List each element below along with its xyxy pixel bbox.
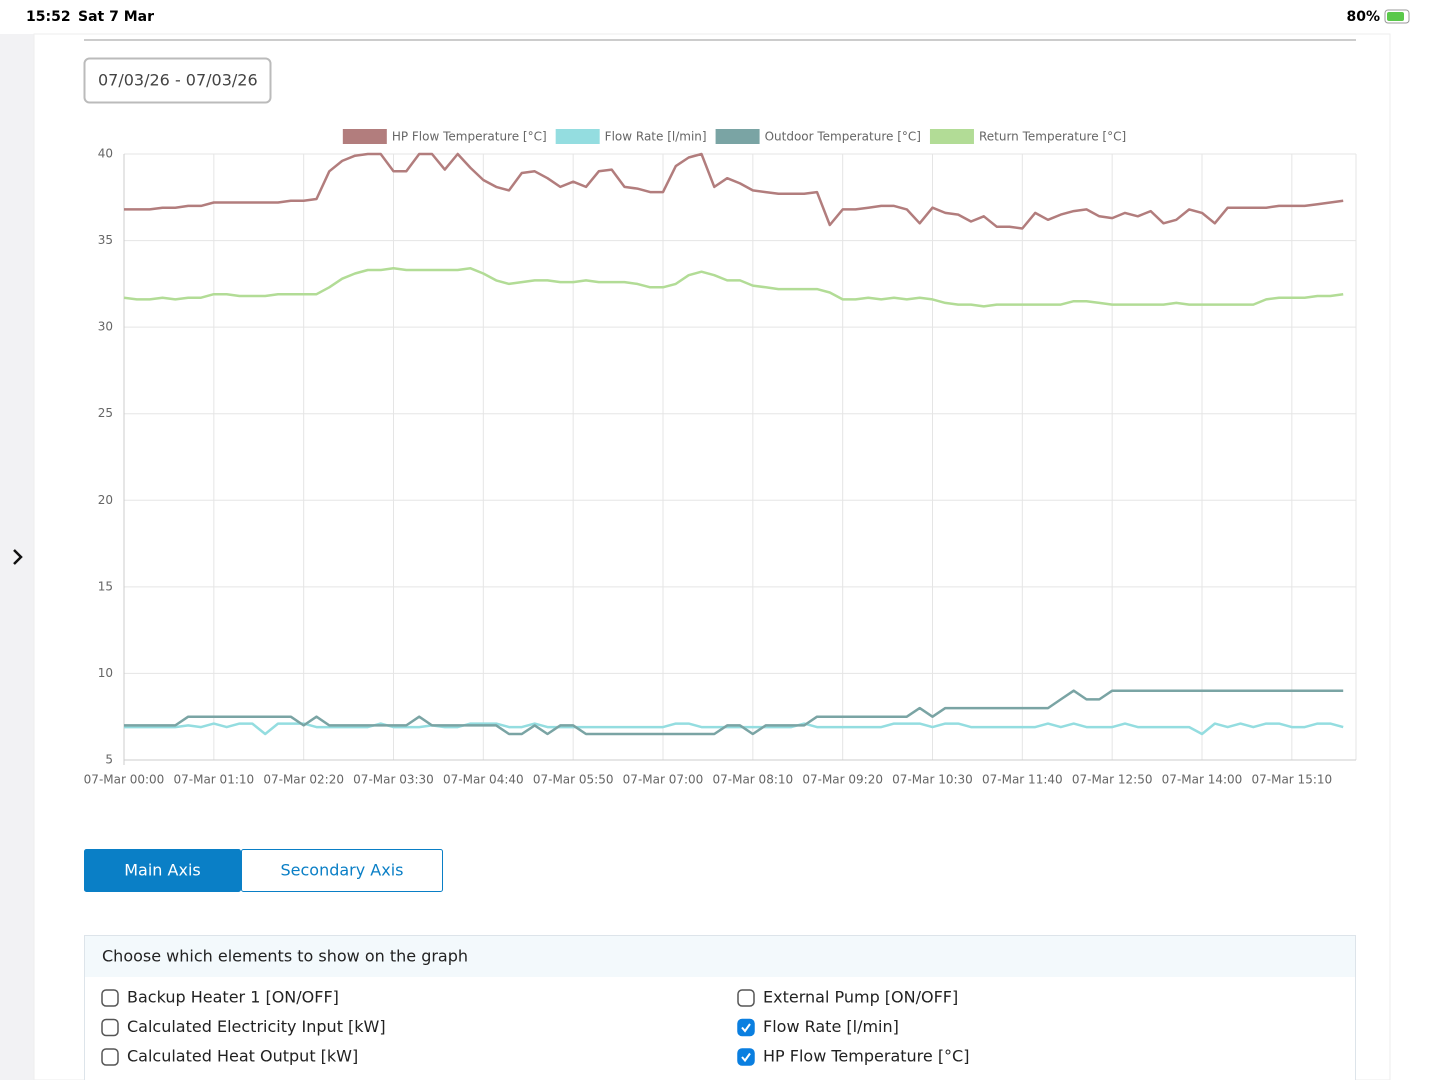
date-range-text: 07/03/26 - 07/03/26 xyxy=(98,71,258,90)
axis-tabs: Main Axis Secondary Axis xyxy=(84,849,443,892)
panel-header xyxy=(85,936,1355,977)
checkbox-label: Flow Rate [l/min] xyxy=(763,1017,899,1036)
x-tick-label: 07-Mar 01:10 xyxy=(174,773,255,787)
checkbox[interactable] xyxy=(101,1018,119,1037)
x-tick-label: 07-Mar 10:30 xyxy=(892,773,973,787)
series-line xyxy=(124,689,1344,736)
x-tick-label: 07-Mar 02:20 xyxy=(263,773,344,787)
x-tick-label: 07-Mar 05:50 xyxy=(533,773,614,787)
status-date: Sat 7 Mar xyxy=(78,9,154,25)
x-tick-label: 07-Mar 11:40 xyxy=(982,773,1063,787)
x-tick-label: 07-Mar 07:00 xyxy=(623,773,704,787)
battery-icon xyxy=(1384,9,1410,24)
y-tick-label: 10 xyxy=(98,666,113,680)
tab-label: Main Axis xyxy=(124,861,200,880)
x-tick-label: 07-Mar 12:50 xyxy=(1072,773,1153,787)
battery-level xyxy=(1387,12,1404,21)
status-time: 15:52 xyxy=(26,9,71,25)
legend-swatch[interactable] xyxy=(342,129,387,144)
legend-label[interactable]: Outdoor Temperature [°C] xyxy=(765,130,921,144)
x-tick-label: 07-Mar 08:10 xyxy=(713,773,794,787)
checkbox[interactable] xyxy=(737,989,755,1007)
series-line xyxy=(124,152,1344,230)
x-tick-label: 07-Mar 09:20 xyxy=(802,773,883,787)
checkbox[interactable] xyxy=(101,1048,119,1066)
y-tick-label: 30 xyxy=(98,320,113,334)
status-battery: 80% xyxy=(1346,9,1380,25)
y-tick-label: 40 xyxy=(98,147,113,161)
checkbox-label: Calculated Electricity Input [kW] xyxy=(127,1017,386,1036)
checkbox-label: Calculated Heat Output [kW] xyxy=(127,1047,358,1066)
sidebar xyxy=(0,34,34,1080)
legend-swatch[interactable] xyxy=(929,129,974,144)
x-tick-label: 07-Mar 14:00 xyxy=(1162,773,1243,787)
checkbox[interactable] xyxy=(101,989,119,1007)
checkbox[interactable] xyxy=(737,1018,755,1037)
checkbox-label: HP Flow Temperature [°C] xyxy=(763,1047,969,1066)
legend-label[interactable]: Return Temperature [°C] xyxy=(979,130,1126,144)
legend-swatch[interactable] xyxy=(555,129,600,144)
x-tick-label: 07-Mar 00:00 xyxy=(84,773,165,787)
legend-swatch[interactable] xyxy=(715,129,760,144)
checkmark xyxy=(741,1052,751,1063)
y-tick-label: 20 xyxy=(98,493,113,507)
chart: 5 10 15 20 25 30 35 40 07-Mar 00:00 07-Mar 01:10 0… xyxy=(84,129,1357,787)
checkmark xyxy=(741,1023,751,1033)
checkbox-label: Backup Heater 1 [ON/OFF] xyxy=(127,988,339,1007)
series-line xyxy=(123,267,1344,308)
x-tick-label: 07-Mar 03:30 xyxy=(353,773,434,787)
checkbox[interactable] xyxy=(737,1048,755,1066)
y-tick-label: 5 xyxy=(105,753,113,767)
checkbox-label: External Pump [ON/OFF] xyxy=(763,988,958,1007)
tab[interactable] xyxy=(84,849,241,892)
tab-label: Secondary Axis xyxy=(280,861,403,880)
card xyxy=(33,33,1391,1080)
legend-label[interactable]: HP Flow Temperature [°C] xyxy=(392,130,547,144)
legend-label[interactable]: Flow Rate [l/min] xyxy=(605,130,707,144)
tab[interactable] xyxy=(241,849,443,892)
x-tick-label: 07-Mar 04:40 xyxy=(443,773,524,787)
date-range-input[interactable] xyxy=(83,57,272,104)
series-line xyxy=(124,722,1344,736)
legend: HP Flow Temperature [°C] Flow Rate [l/min… xyxy=(342,129,1126,144)
y-tick-label: 25 xyxy=(98,406,113,420)
sidebar-toggle[interactable] xyxy=(13,549,23,565)
y-tick-label: 15 xyxy=(98,579,113,593)
y-tick-label: 35 xyxy=(98,233,113,247)
panel-title: Choose which elements to show on the gra… xyxy=(102,947,468,966)
checkbox-list: Backup Heater 1 [ON/OFF] Calculated Elect… xyxy=(101,988,969,1066)
x-tick-label: 07-Mar 15:10 xyxy=(1252,773,1333,787)
